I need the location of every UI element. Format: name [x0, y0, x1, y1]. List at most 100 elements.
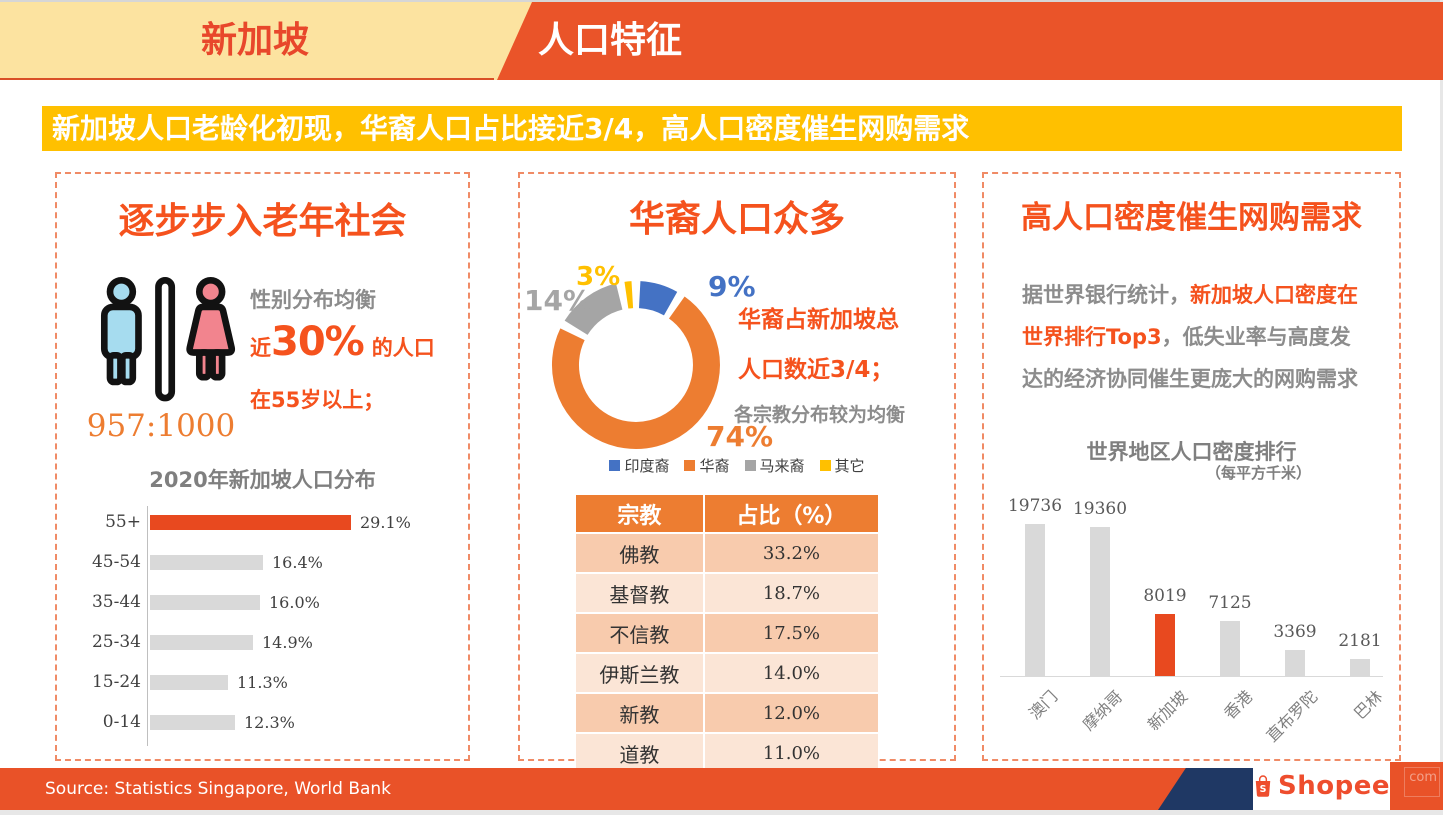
age-bar: [150, 634, 253, 650]
aging-panel-title: 逐步步入老年社会: [118, 201, 407, 242]
age-bar-area: 11.3%: [149, 673, 468, 692]
age-value-label: 11.3%: [237, 672, 288, 692]
density-value-label: 8019: [1143, 586, 1187, 606]
key-message-text: 新加坡人口老龄化初现，华裔人口占比接近3/4，高人口密度催生网购需求: [52, 112, 970, 145]
legend-item: 华裔: [684, 455, 730, 476]
age-value-label: 12.3%: [244, 712, 295, 732]
density-value-label: 19736: [1007, 496, 1063, 516]
density-para-line1: 据世界银行统计，新加坡人口密度在: [1022, 274, 1374, 316]
legend-item: 其它: [819, 455, 865, 476]
density-panel-title: 高人口密度催生网购需求: [1021, 200, 1362, 236]
religion-name-cell: 佛教: [576, 533, 704, 573]
age-bar-area: 29.1%: [149, 513, 468, 532]
age-bar-area: 16.4%: [149, 553, 468, 572]
divider-bar: [155, 276, 176, 402]
density-value-label: 3369: [1273, 622, 1317, 642]
religion-table-row: 新教 12.0%: [576, 693, 878, 733]
header-cream-tab: [0, 2, 532, 80]
header-section-tab: 人口特征: [538, 20, 683, 61]
ethnic-side-text-1: 华裔占新加坡总: [738, 307, 899, 333]
religion-share-cell: 12.0%: [702, 693, 878, 733]
donut-label-indian: 9%: [708, 270, 756, 303]
density-bar: [1025, 524, 1045, 676]
age-chart-axis: [147, 506, 148, 746]
age-axis-label: 35-44: [91, 592, 141, 612]
religion-share-cell: 14.0%: [702, 653, 878, 693]
age-chart-row: 0-14 12.3%: [57, 702, 468, 742]
religion-name-cell: 道教: [576, 733, 704, 773]
age-bar: [150, 554, 263, 570]
shopee-bag-icon: S: [1255, 775, 1271, 797]
density-chart-subtitle: （每平方千米）: [1206, 464, 1312, 482]
donut-segment-2: [552, 296, 720, 449]
donut-label-chinese: 74%: [706, 420, 774, 453]
watermark-text: com: [1409, 770, 1437, 785]
age-chart-row: 15-24 11.3%: [57, 662, 468, 702]
density-value-label: 19360: [1072, 499, 1128, 519]
male-female-restroom-icons: [100, 276, 236, 402]
age-axis-label: 0-14: [102, 712, 141, 732]
age-value-label: 16.0%: [269, 592, 320, 612]
slide-right-border: [1440, 0, 1443, 815]
watermark-box: [1404, 767, 1440, 797]
religion-name-cell: 不信教: [576, 613, 704, 653]
religion-table-row: 佛教 33.2%: [576, 533, 878, 573]
donut-segment-4: [624, 281, 634, 309]
religion-share-cell: 11.0%: [702, 733, 878, 773]
aging-age-line: 在55岁以上；: [250, 388, 385, 412]
share-header-cell: 占比（%）: [702, 495, 878, 533]
age-bar: [150, 594, 260, 610]
para-gray-3: 达的经济协同催生更庞大的网购需求: [1022, 367, 1358, 391]
density-bar: [1155, 614, 1175, 676]
legend-item: 印度裔: [609, 455, 669, 476]
male-icon: [100, 276, 142, 386]
legend-swatch: [609, 460, 621, 471]
para-orange-1: 新加坡人口密度在: [1190, 283, 1358, 307]
density-chart-baseline: [1000, 676, 1383, 677]
age-chart-row: 35-44 16.0%: [57, 582, 468, 622]
legend-label: 其它: [834, 457, 865, 475]
density-bar: [1220, 621, 1240, 676]
ethnic-panel-title: 华裔人口众多: [628, 199, 845, 240]
para-gray-2: ，低失业率与高度发: [1161, 325, 1351, 349]
religion-table-row: 不信教 17.5%: [576, 613, 878, 653]
shopee-logo: S Shopee: [1253, 762, 1390, 810]
density-value-label: 2181: [1338, 631, 1382, 651]
legend-item: 马来裔: [744, 455, 805, 476]
shopee-wordmark: Shopee: [1278, 771, 1390, 801]
age-bar-area: 12.3%: [149, 713, 468, 732]
slide-bottom-border: [0, 810, 1443, 815]
religion-table-body: 佛教 33.2% 基督教 18.7% 不信教 17.5% 伊斯兰教 14.0% 新教 12.0% 道…: [576, 533, 878, 773]
source-text: Source: Statistics Singapore, World Bank: [45, 779, 392, 799]
gender-ratio-value: 957:1000: [86, 408, 236, 444]
legend-swatch: [819, 460, 831, 471]
religion-name-cell: 伊斯兰教: [576, 653, 704, 693]
para-orange-2: 世界排行Top3: [1022, 325, 1162, 349]
religion-name-cell: 新教: [576, 693, 704, 733]
ethnic-side-text-2: 人口数近3/4；: [738, 357, 894, 383]
pct-prefix: 近: [250, 336, 271, 360]
religion-table-row: 基督教 18.7%: [576, 573, 878, 613]
footer-watermark-block: com: [1390, 762, 1443, 810]
slide-top-border: [0, 0, 1443, 2]
age-value-label: 16.4%: [272, 552, 323, 572]
density-chart-title: 世界地区人口密度排行: [1086, 440, 1297, 464]
legend-label: 印度裔: [624, 457, 670, 475]
age-bar-area: 14.9%: [149, 633, 468, 652]
panel-population-density: 高人口密度催生网购需求 据世界银行统计，新加坡人口密度在 世界排行Top3，低失…: [982, 172, 1401, 761]
density-paragraph: 据世界银行统计，新加坡人口密度在 世界排行Top3，低失业率与高度发 达的经济协…: [1022, 274, 1374, 400]
header-country-tab: 新加坡: [200, 20, 309, 61]
para-gray-1: 据世界银行统计，: [1022, 283, 1190, 307]
pct-value: 30%: [271, 319, 365, 365]
footer-navy-shape: [1158, 768, 1254, 810]
density-value-label: 7125: [1208, 593, 1252, 613]
density-bar: [1090, 527, 1110, 676]
svg-text:S: S: [1260, 784, 1267, 795]
ethnic-side-text-3: 各宗教分布较为均衡: [734, 404, 906, 426]
age-axis-label: 55+: [105, 512, 141, 532]
religion-header-cell: 宗教: [576, 495, 704, 533]
donut-label-malay: 14%: [524, 284, 592, 317]
legend-swatch: [684, 460, 696, 471]
age-value-label: 14.9%: [262, 632, 313, 652]
female-icon: [186, 276, 236, 381]
